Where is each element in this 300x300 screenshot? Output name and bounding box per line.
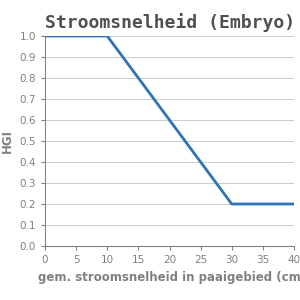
X-axis label: gem. stroomsnelheid in paaigebied (cm: gem. stroomsnelheid in paaigebied (cm bbox=[38, 271, 300, 284]
Y-axis label: HGI: HGI bbox=[1, 129, 14, 153]
Text: Stroomsnelheid (Embryo): Stroomsnelheid (Embryo) bbox=[45, 13, 295, 32]
